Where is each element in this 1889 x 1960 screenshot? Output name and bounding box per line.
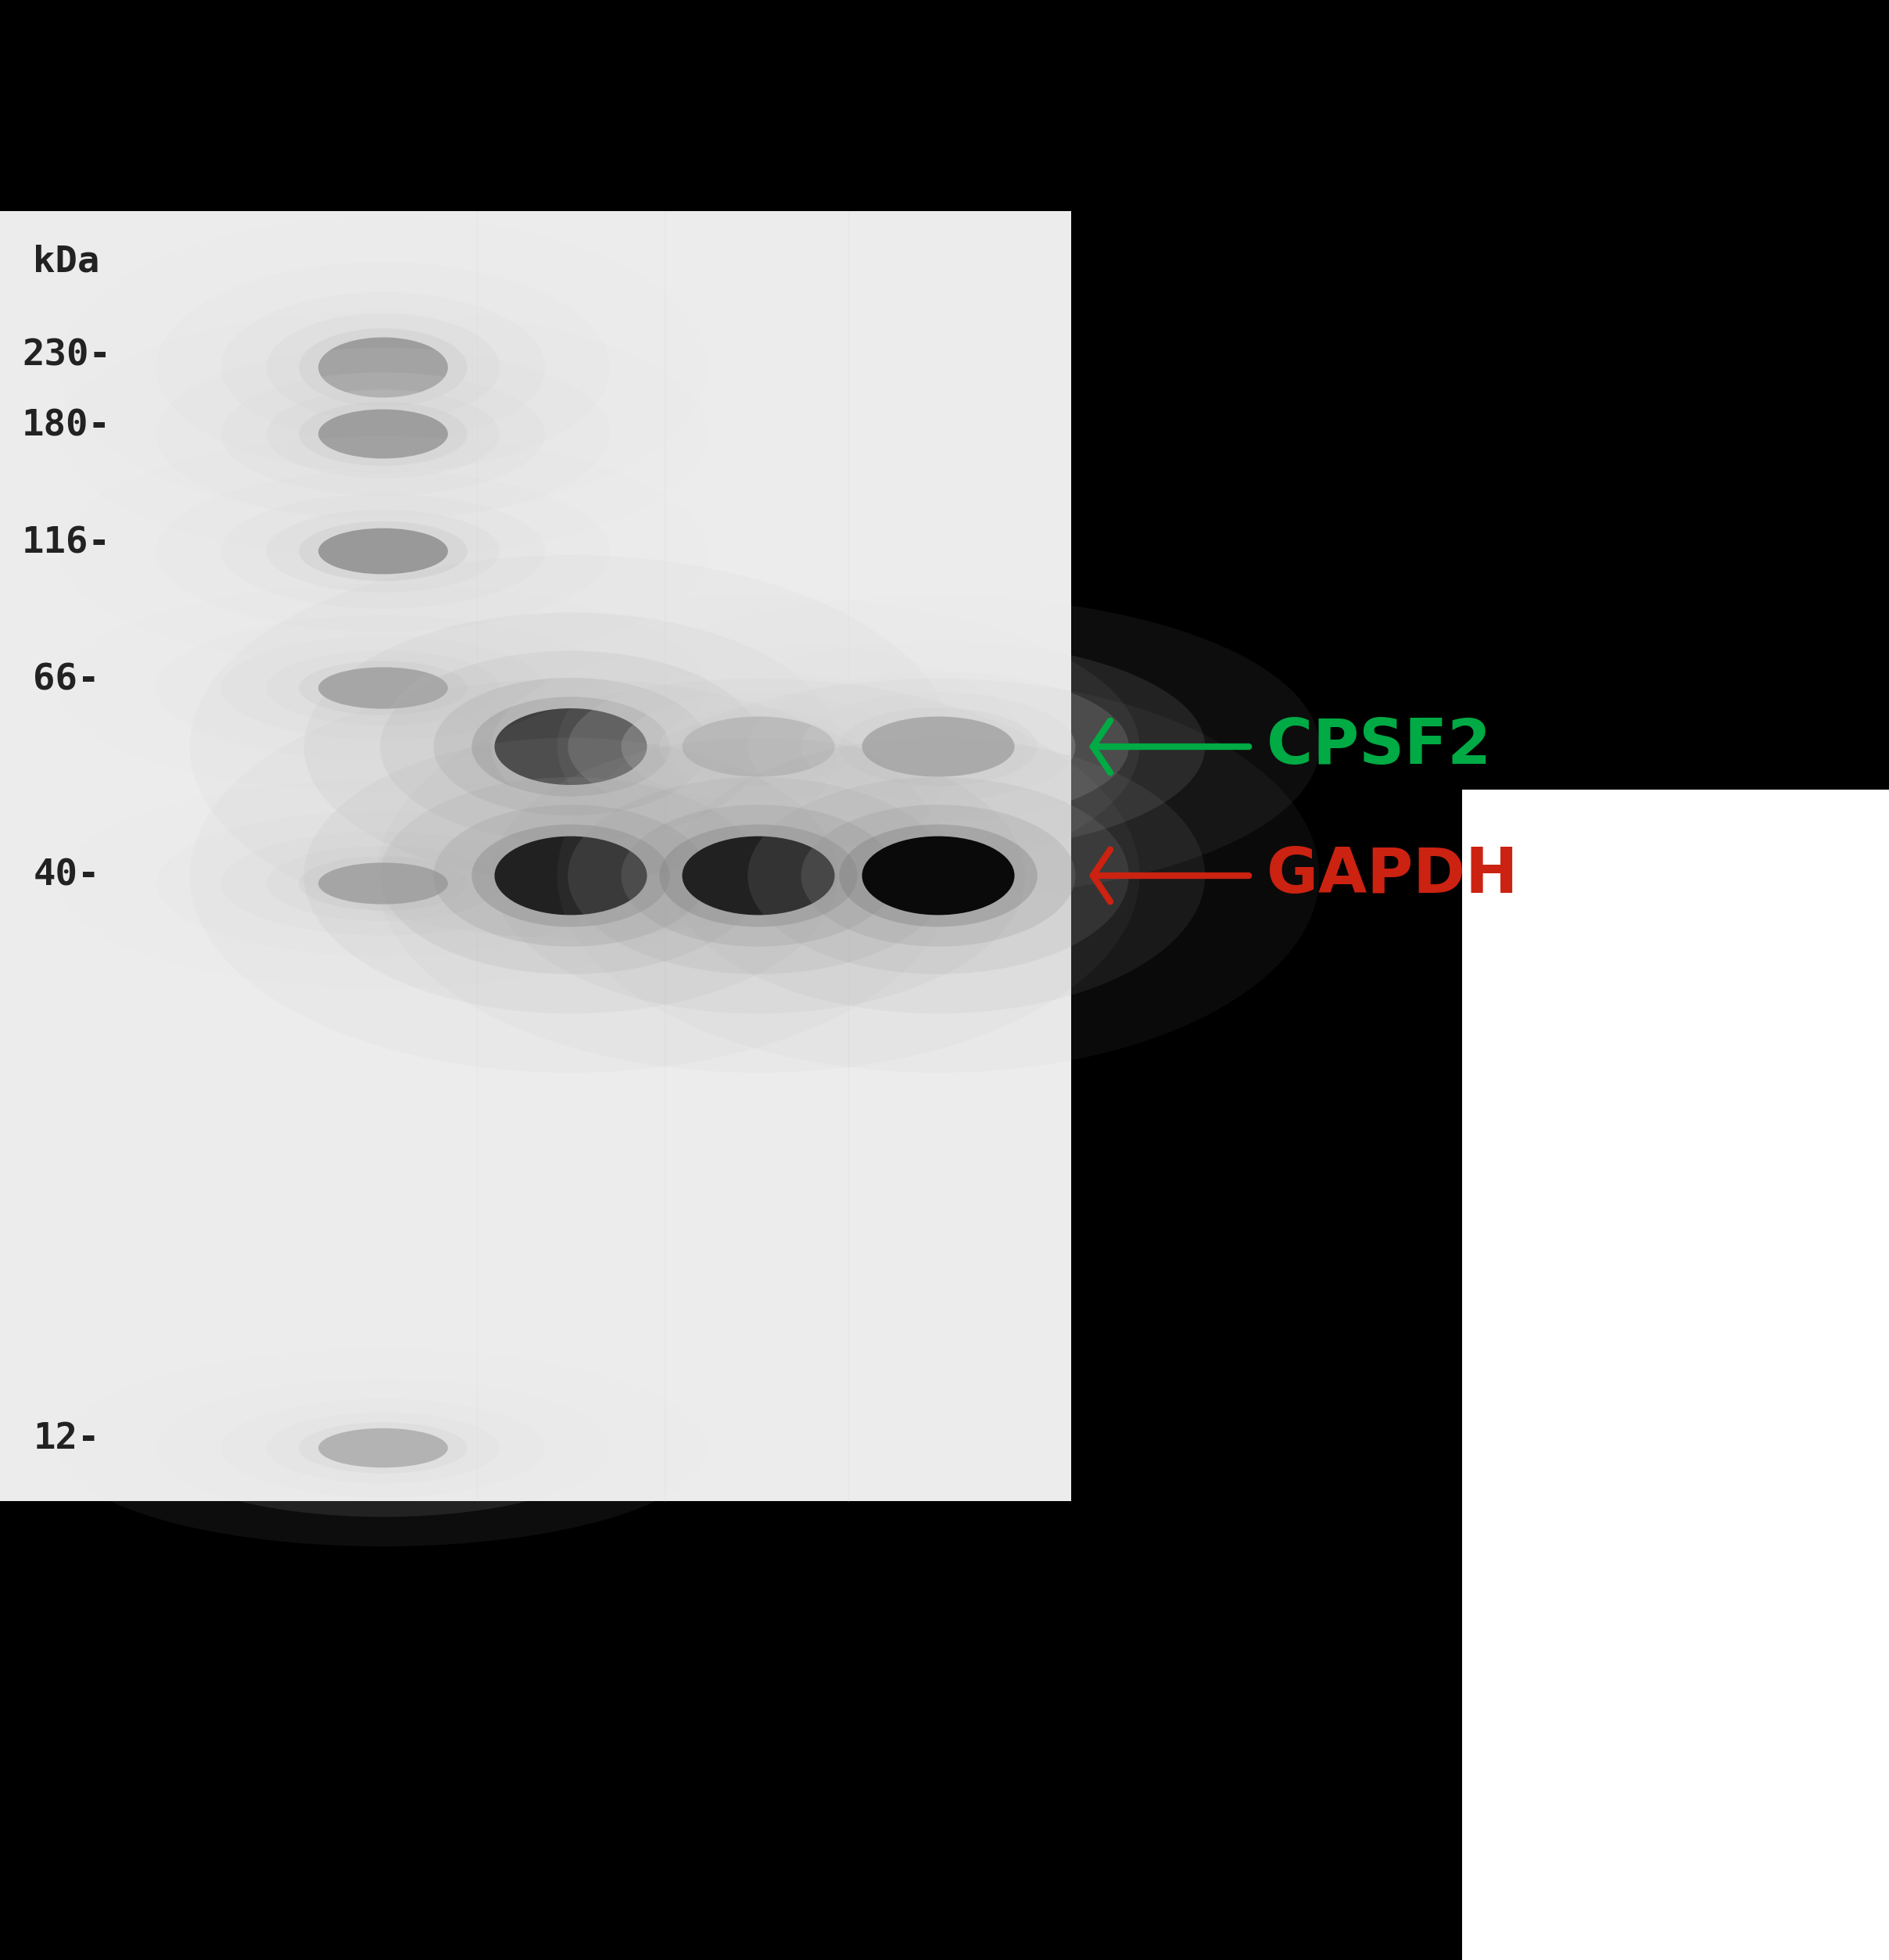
Ellipse shape bbox=[319, 666, 448, 710]
Ellipse shape bbox=[298, 521, 467, 580]
Ellipse shape bbox=[861, 717, 1014, 776]
Ellipse shape bbox=[682, 717, 835, 776]
Ellipse shape bbox=[157, 615, 610, 760]
Text: CPSF2: CPSF2 bbox=[1268, 715, 1490, 776]
Ellipse shape bbox=[378, 678, 1139, 1072]
Ellipse shape bbox=[157, 263, 610, 472]
Ellipse shape bbox=[319, 527, 448, 574]
Ellipse shape bbox=[59, 312, 706, 557]
Ellipse shape bbox=[495, 708, 648, 784]
Ellipse shape bbox=[298, 1423, 467, 1474]
Ellipse shape bbox=[621, 806, 895, 947]
Ellipse shape bbox=[221, 831, 546, 935]
Ellipse shape bbox=[434, 806, 708, 947]
Ellipse shape bbox=[221, 292, 546, 443]
Ellipse shape bbox=[380, 651, 761, 843]
Ellipse shape bbox=[495, 837, 648, 915]
Ellipse shape bbox=[671, 641, 1205, 853]
Ellipse shape bbox=[157, 470, 610, 631]
Ellipse shape bbox=[304, 613, 837, 880]
Ellipse shape bbox=[671, 737, 1205, 1013]
Ellipse shape bbox=[839, 825, 1037, 927]
Ellipse shape bbox=[319, 1429, 448, 1468]
Ellipse shape bbox=[298, 857, 467, 911]
Text: 40-: 40- bbox=[32, 858, 100, 894]
Ellipse shape bbox=[266, 1413, 501, 1484]
Ellipse shape bbox=[491, 737, 1026, 1013]
Text: 180-: 180- bbox=[23, 408, 111, 443]
Ellipse shape bbox=[221, 635, 546, 741]
Ellipse shape bbox=[491, 641, 1026, 853]
Ellipse shape bbox=[569, 776, 948, 974]
Ellipse shape bbox=[434, 678, 708, 815]
Ellipse shape bbox=[472, 698, 671, 796]
Ellipse shape bbox=[839, 708, 1037, 786]
Ellipse shape bbox=[266, 651, 501, 725]
Ellipse shape bbox=[266, 847, 501, 921]
Ellipse shape bbox=[59, 780, 706, 988]
Bar bbox=[1462, 790, 1889, 1960]
Ellipse shape bbox=[748, 776, 1130, 974]
Ellipse shape bbox=[569, 672, 948, 821]
Ellipse shape bbox=[157, 1380, 610, 1517]
Ellipse shape bbox=[221, 494, 546, 610]
Ellipse shape bbox=[298, 402, 467, 466]
Ellipse shape bbox=[266, 390, 501, 478]
Ellipse shape bbox=[157, 347, 610, 519]
Ellipse shape bbox=[682, 837, 835, 915]
Ellipse shape bbox=[801, 692, 1075, 802]
Ellipse shape bbox=[59, 584, 706, 792]
Bar bbox=[0, 212, 1071, 1501]
Ellipse shape bbox=[157, 811, 610, 956]
Ellipse shape bbox=[266, 510, 501, 592]
Ellipse shape bbox=[59, 437, 706, 666]
Ellipse shape bbox=[221, 372, 546, 496]
Ellipse shape bbox=[621, 692, 895, 802]
Ellipse shape bbox=[266, 314, 501, 421]
Ellipse shape bbox=[659, 708, 858, 786]
Ellipse shape bbox=[319, 337, 448, 398]
Ellipse shape bbox=[298, 661, 467, 715]
Ellipse shape bbox=[557, 678, 1319, 1072]
Ellipse shape bbox=[189, 678, 952, 1072]
Ellipse shape bbox=[748, 672, 1130, 821]
Ellipse shape bbox=[557, 596, 1319, 898]
Ellipse shape bbox=[378, 596, 1139, 898]
Ellipse shape bbox=[304, 737, 837, 1013]
Ellipse shape bbox=[221, 1399, 546, 1497]
Ellipse shape bbox=[319, 862, 448, 904]
Ellipse shape bbox=[298, 329, 467, 406]
Ellipse shape bbox=[59, 1348, 706, 1546]
Ellipse shape bbox=[319, 410, 448, 459]
Ellipse shape bbox=[59, 218, 706, 517]
Text: 12-: 12- bbox=[32, 1421, 100, 1456]
Ellipse shape bbox=[380, 776, 761, 974]
Text: 230-: 230- bbox=[23, 339, 111, 372]
Text: 66-: 66- bbox=[32, 662, 100, 698]
Ellipse shape bbox=[801, 806, 1075, 947]
Ellipse shape bbox=[472, 825, 671, 927]
Ellipse shape bbox=[189, 555, 952, 939]
Ellipse shape bbox=[861, 837, 1014, 915]
Ellipse shape bbox=[659, 825, 858, 927]
Text: GAPDH: GAPDH bbox=[1268, 845, 1519, 906]
Text: 116-: 116- bbox=[23, 525, 111, 561]
Text: kDa: kDa bbox=[32, 245, 100, 280]
